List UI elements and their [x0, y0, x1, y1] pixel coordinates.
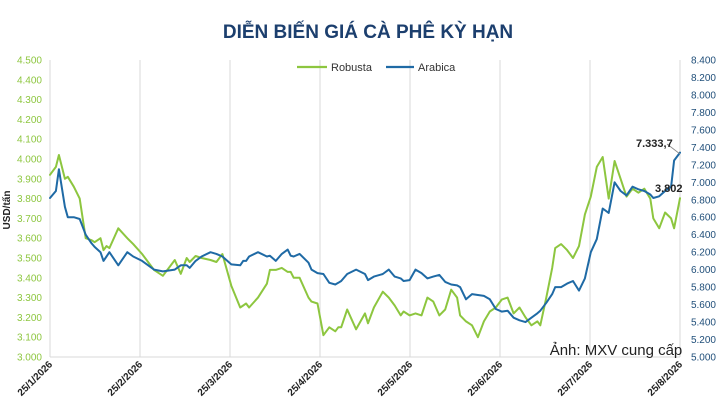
- right-tick-label: 7.800: [691, 108, 716, 119]
- series-layer: [49, 151, 681, 339]
- vertical-gridlines: [49, 60, 681, 358]
- annotation-robusta-last: 3.802: [655, 183, 683, 195]
- right-tick-label: 6.200: [691, 248, 716, 259]
- x-tick-label: 25/8/2026: [646, 359, 686, 399]
- image-credit: Ảnh: MXV cung cấp: [550, 342, 683, 359]
- left-tick-label: 3.600: [17, 234, 42, 245]
- left-tick-label: 3.000: [17, 353, 42, 364]
- right-tick-label: 6.800: [691, 195, 716, 206]
- right-tick-label: 8.200: [691, 73, 716, 84]
- left-tick-label: 4.300: [17, 95, 42, 106]
- right-tick-label: 5.200: [691, 335, 716, 346]
- left-tick-label: 3.500: [17, 254, 42, 265]
- left-tick-label: 4.200: [17, 115, 42, 126]
- left-tick-label: 4.100: [17, 135, 42, 146]
- legend: Robusta Arabica: [297, 62, 456, 74]
- left-tick-label: 3.900: [17, 174, 42, 185]
- series-line-arabica: [49, 151, 681, 324]
- right-tick-label: 6.400: [691, 230, 716, 241]
- right-tick-label: 7.600: [691, 125, 716, 136]
- annotations: 7.333,7 3.802: [636, 138, 683, 195]
- right-tick-label: 7.400: [691, 143, 716, 154]
- right-axis-ticks: 5.000 5.200 5.400 5.600 5.800 6.000 6.200 6.400…: [691, 56, 716, 364]
- legend-label-robusta: Robusta: [331, 62, 373, 74]
- annotation-arabica-last: 7.333,7: [636, 138, 673, 150]
- x-tick-label: 25/7/2026: [556, 359, 596, 399]
- right-tick-label: 8.000: [691, 90, 716, 101]
- left-tick-label: 4.500: [17, 56, 42, 67]
- left-tick-label: 3.400: [17, 273, 42, 284]
- right-tick-label: 6.000: [691, 265, 716, 276]
- left-tick-label: 4.000: [17, 155, 42, 166]
- left-tick-label: 3.700: [17, 214, 42, 225]
- right-tick-label: 5.800: [691, 283, 716, 294]
- left-axis-ticks: 3.000 3.100 3.200 3.300 3.400 3.500 3.600 3.700…: [17, 56, 42, 364]
- x-tick-label: 25/5/2026: [376, 359, 416, 399]
- series-line-robusta: [49, 154, 681, 339]
- x-tick-label: 25/1/2026: [16, 359, 56, 399]
- left-tick-label: 4.400: [17, 75, 42, 86]
- right-tick-label: 5.000: [691, 353, 716, 364]
- y-axis-label: USD/tấn: [1, 191, 13, 230]
- x-tick-label: 25/6/2026: [466, 359, 506, 399]
- left-tick-label: 3.800: [17, 194, 42, 205]
- x-tick-label: 25/2/2026: [106, 359, 146, 399]
- left-tick-label: 3.200: [17, 313, 42, 324]
- chart-title: DIỄN BIẾN GIÁ CÀ PHÊ KỲ HẠN: [223, 21, 513, 43]
- right-tick-label: 6.600: [691, 213, 716, 224]
- annotation-leader-arabica: [666, 143, 681, 155]
- x-tick-label: 25/4/2026: [286, 359, 326, 399]
- legend-label-arabica: Arabica: [418, 62, 456, 74]
- x-axis-ticks: 25/1/2026 25/2/2026 25/3/2026 25/4/2026 25/5…: [16, 359, 686, 399]
- left-tick-label: 3.300: [17, 293, 42, 304]
- right-tick-label: 5.600: [691, 300, 716, 311]
- right-tick-label: 7.200: [691, 160, 716, 171]
- right-tick-label: 5.400: [691, 318, 716, 329]
- left-tick-label: 3.100: [17, 333, 42, 344]
- right-tick-label: 7.000: [691, 178, 716, 189]
- x-tick-label: 25/3/2026: [196, 359, 236, 399]
- right-tick-label: 8.400: [691, 56, 716, 67]
